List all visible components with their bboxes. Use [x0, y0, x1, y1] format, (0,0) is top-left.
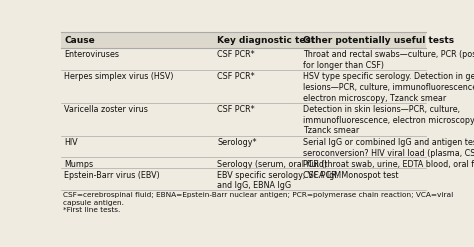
- Text: CSF PCR. Monospot test: CSF PCR. Monospot test: [303, 171, 398, 180]
- Text: Detection in skin lesions—PCR, culture,
immunofluorescence, electron microscopy,: Detection in skin lesions—PCR, culture, …: [303, 105, 474, 135]
- Text: Serial IgG or combined IgG and antigen tests—
seroconversion? HIV viral load (pl: Serial IgG or combined IgG and antigen t…: [303, 138, 474, 158]
- Text: CSF=cerebrospinal fluid; EBNA=Epstein-Barr nuclear antigen; PCR=polymerase chain: CSF=cerebrospinal fluid; EBNA=Epstein-Ba…: [63, 192, 453, 213]
- Text: Cause: Cause: [64, 36, 95, 45]
- Text: CSF PCR*: CSF PCR*: [217, 72, 255, 81]
- Text: PCR (throat swab, urine, EDTA blood, oral fluid): PCR (throat swab, urine, EDTA blood, ora…: [303, 160, 474, 169]
- Text: Other potentially useful tests: Other potentially useful tests: [303, 36, 454, 45]
- Bar: [61, 33, 426, 48]
- Text: Serology (serum, oral fluid): Serology (serum, oral fluid): [217, 160, 328, 169]
- Text: Epstein-Barr virus (EBV): Epstein-Barr virus (EBV): [64, 171, 160, 180]
- Text: HSV type specific serology. Detection in genital
lesions—PCR, culture, immunoflu: HSV type specific serology. Detection in…: [303, 72, 474, 103]
- Text: EBV specific serology, VCA IgM
and IgG, EBNA IgG: EBV specific serology, VCA IgM and IgG, …: [217, 171, 341, 190]
- Text: Varicella zoster virus: Varicella zoster virus: [64, 105, 148, 114]
- Text: Key diagnostic test: Key diagnostic test: [217, 36, 316, 45]
- Text: CSF PCR*: CSF PCR*: [217, 105, 255, 114]
- Text: CSF PCR*: CSF PCR*: [217, 50, 255, 59]
- Text: Serology*: Serology*: [217, 138, 257, 147]
- Text: Enteroviruses: Enteroviruses: [64, 50, 119, 59]
- Text: Throat and rectal swabs—culture, PCR (positive
for longer than CSF): Throat and rectal swabs—culture, PCR (po…: [303, 50, 474, 70]
- Text: HIV: HIV: [64, 138, 78, 147]
- Text: Mumps: Mumps: [64, 160, 93, 169]
- Text: Herpes simplex virus (HSV): Herpes simplex virus (HSV): [64, 72, 173, 81]
